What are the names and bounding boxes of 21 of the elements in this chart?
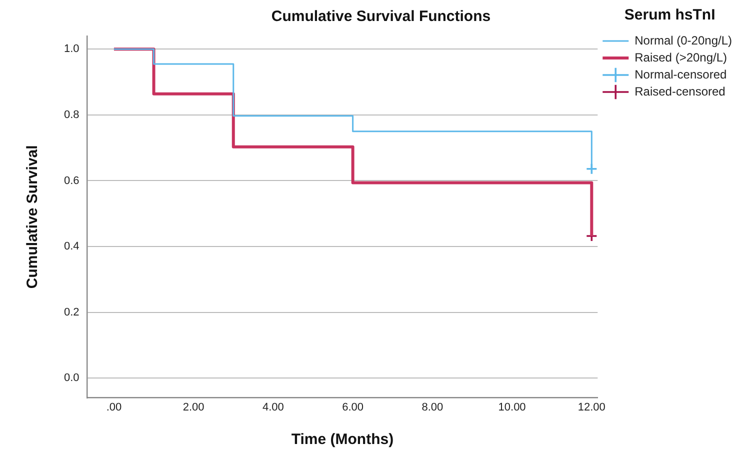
y-tick-label: 1.0 (64, 43, 80, 56)
y-axis-title: Cumulative Survival (24, 145, 42, 289)
x-tick-label: 4.00 (262, 401, 284, 414)
legend-label: Raised-censored (634, 84, 726, 98)
y-tick-label: 0.8 (64, 108, 80, 121)
x-tick-label: 12.00 (578, 401, 606, 414)
x-axis-title: Time (Months) (291, 431, 394, 448)
legend-label: Normal-censored (634, 67, 727, 82)
x-tick-label: 6.00 (342, 401, 364, 414)
x-tick-label: 2.00 (182, 401, 204, 414)
y-tick-label: 0.2 (64, 306, 80, 318)
legend-title: Serum hsTnI (624, 6, 716, 24)
x-tick-label: 10.00 (498, 401, 526, 414)
legend-label: Normal (0-20ng/L) (634, 33, 732, 48)
y-tick-label: 0.4 (64, 240, 80, 253)
legend-label: Raised (>20ng/L) (634, 50, 728, 64)
chart-title: Cumulative Survival Functions (271, 8, 491, 26)
y-tick-label: 0.0 (64, 372, 80, 384)
y-tick-label: 0.6 (64, 174, 80, 187)
x-tick-label: .00 (106, 401, 122, 414)
x-tick-label: 8.00 (422, 401, 444, 414)
